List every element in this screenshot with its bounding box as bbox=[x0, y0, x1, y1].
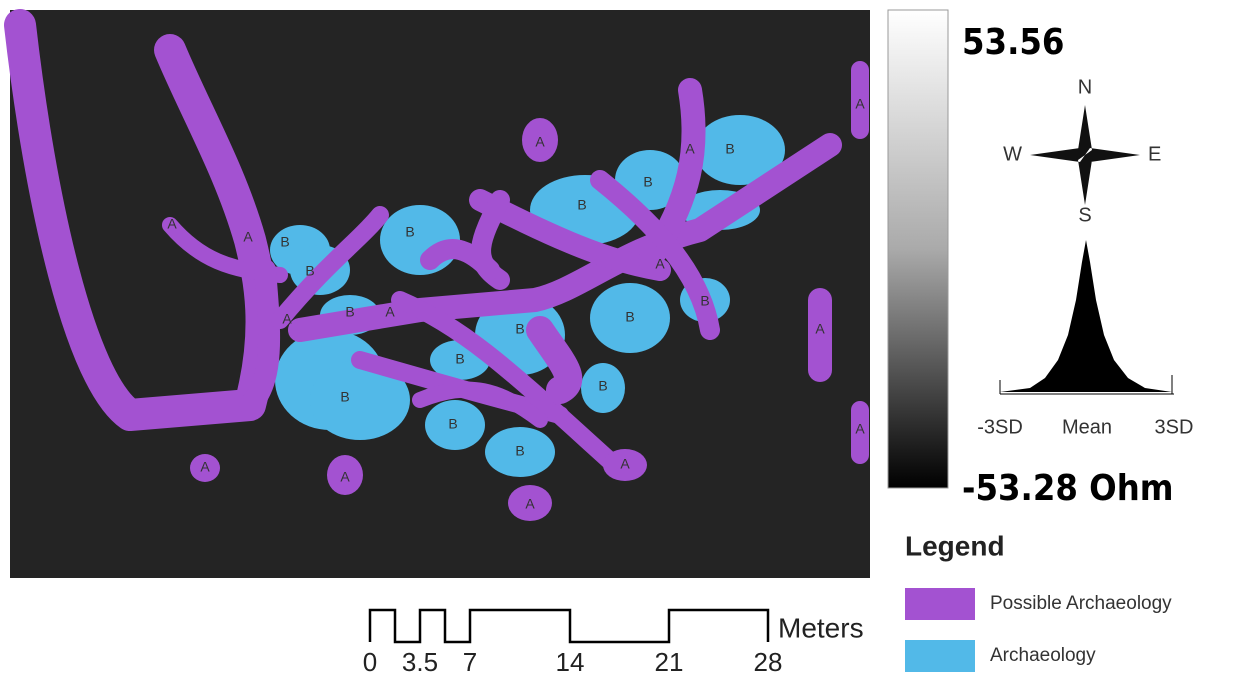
compass-n: N bbox=[1078, 76, 1092, 98]
colorbar-max: 53.56 bbox=[962, 22, 1064, 63]
colorbar bbox=[888, 10, 948, 488]
feature-label: B bbox=[280, 234, 289, 250]
scale-line bbox=[370, 610, 768, 642]
histogram-shape bbox=[1000, 240, 1172, 392]
compass-e: E bbox=[1148, 143, 1161, 165]
scale-unit: Meters bbox=[778, 612, 864, 643]
scale-label: 0 bbox=[363, 647, 377, 677]
legend-label: Possible Archaeology bbox=[990, 593, 1172, 614]
feature-label: A bbox=[855, 96, 865, 112]
feature-label: A bbox=[385, 304, 395, 320]
feature-label: B bbox=[700, 293, 709, 309]
hist-label: 3SD bbox=[1155, 416, 1194, 438]
feature-label: A bbox=[535, 134, 545, 150]
raster-noise bbox=[10, 10, 870, 578]
hist-label: Mean bbox=[1062, 416, 1112, 438]
map-figure: AAAAAAAAAAAAAABBBBBBBBBBBBBBB 53.56 -53.… bbox=[0, 0, 1242, 683]
feature-label: A bbox=[282, 311, 292, 327]
feature-label: B bbox=[625, 309, 634, 325]
legend-swatch bbox=[905, 640, 975, 672]
legend-label: Archaeology bbox=[990, 645, 1096, 666]
compass-rose bbox=[1030, 105, 1140, 205]
compass-s: S bbox=[1078, 204, 1091, 226]
compass-w: W bbox=[1003, 143, 1022, 165]
colorbar-min: -53.28 Ohm bbox=[962, 468, 1174, 509]
feature-label: B bbox=[345, 304, 354, 320]
feature-label: B bbox=[725, 141, 734, 157]
page: AAAAAAAAAAAAAABBBBBBBBBBBBBBB 53.56 -53.… bbox=[0, 0, 1242, 683]
scale-label: 21 bbox=[655, 647, 684, 677]
scale-label: 14 bbox=[556, 647, 585, 677]
legend-title: Legend bbox=[905, 530, 1005, 561]
feature-label: A bbox=[815, 321, 825, 337]
feature-label: A bbox=[340, 469, 350, 485]
feature-label: A bbox=[655, 256, 665, 272]
feature-label: B bbox=[515, 321, 524, 337]
legend: Possible Archaeology Archaeology bbox=[905, 588, 1172, 672]
feature-label: B bbox=[598, 378, 607, 394]
feature-label: B bbox=[448, 416, 457, 432]
feature-label: B bbox=[305, 263, 314, 279]
feature-label: A bbox=[200, 459, 210, 475]
feature-label: A bbox=[525, 496, 535, 512]
scale-label: 7 bbox=[463, 647, 477, 677]
feature-label: A bbox=[855, 421, 865, 437]
feature-label: B bbox=[643, 174, 652, 190]
feature-label: B bbox=[577, 197, 586, 213]
feature-label: B bbox=[340, 389, 349, 405]
hist-label: -3SD bbox=[977, 416, 1023, 438]
feature-label: B bbox=[405, 224, 414, 240]
scale-bar: Meters 0 3.5 7 14 21 28 bbox=[363, 610, 864, 677]
feature-label: A bbox=[685, 141, 695, 157]
feature-label: B bbox=[455, 351, 464, 367]
scale-label: 3.5 bbox=[402, 647, 438, 677]
feature-label: A bbox=[620, 456, 630, 472]
histogram: -3SD Mean 3SD bbox=[977, 240, 1193, 438]
feature-label: A bbox=[167, 216, 177, 232]
feature-label: A bbox=[243, 229, 253, 245]
compass: N E S W bbox=[1003, 76, 1161, 226]
feature-label: B bbox=[515, 443, 524, 459]
scale-label: 28 bbox=[754, 647, 783, 677]
legend-swatch bbox=[905, 588, 975, 620]
